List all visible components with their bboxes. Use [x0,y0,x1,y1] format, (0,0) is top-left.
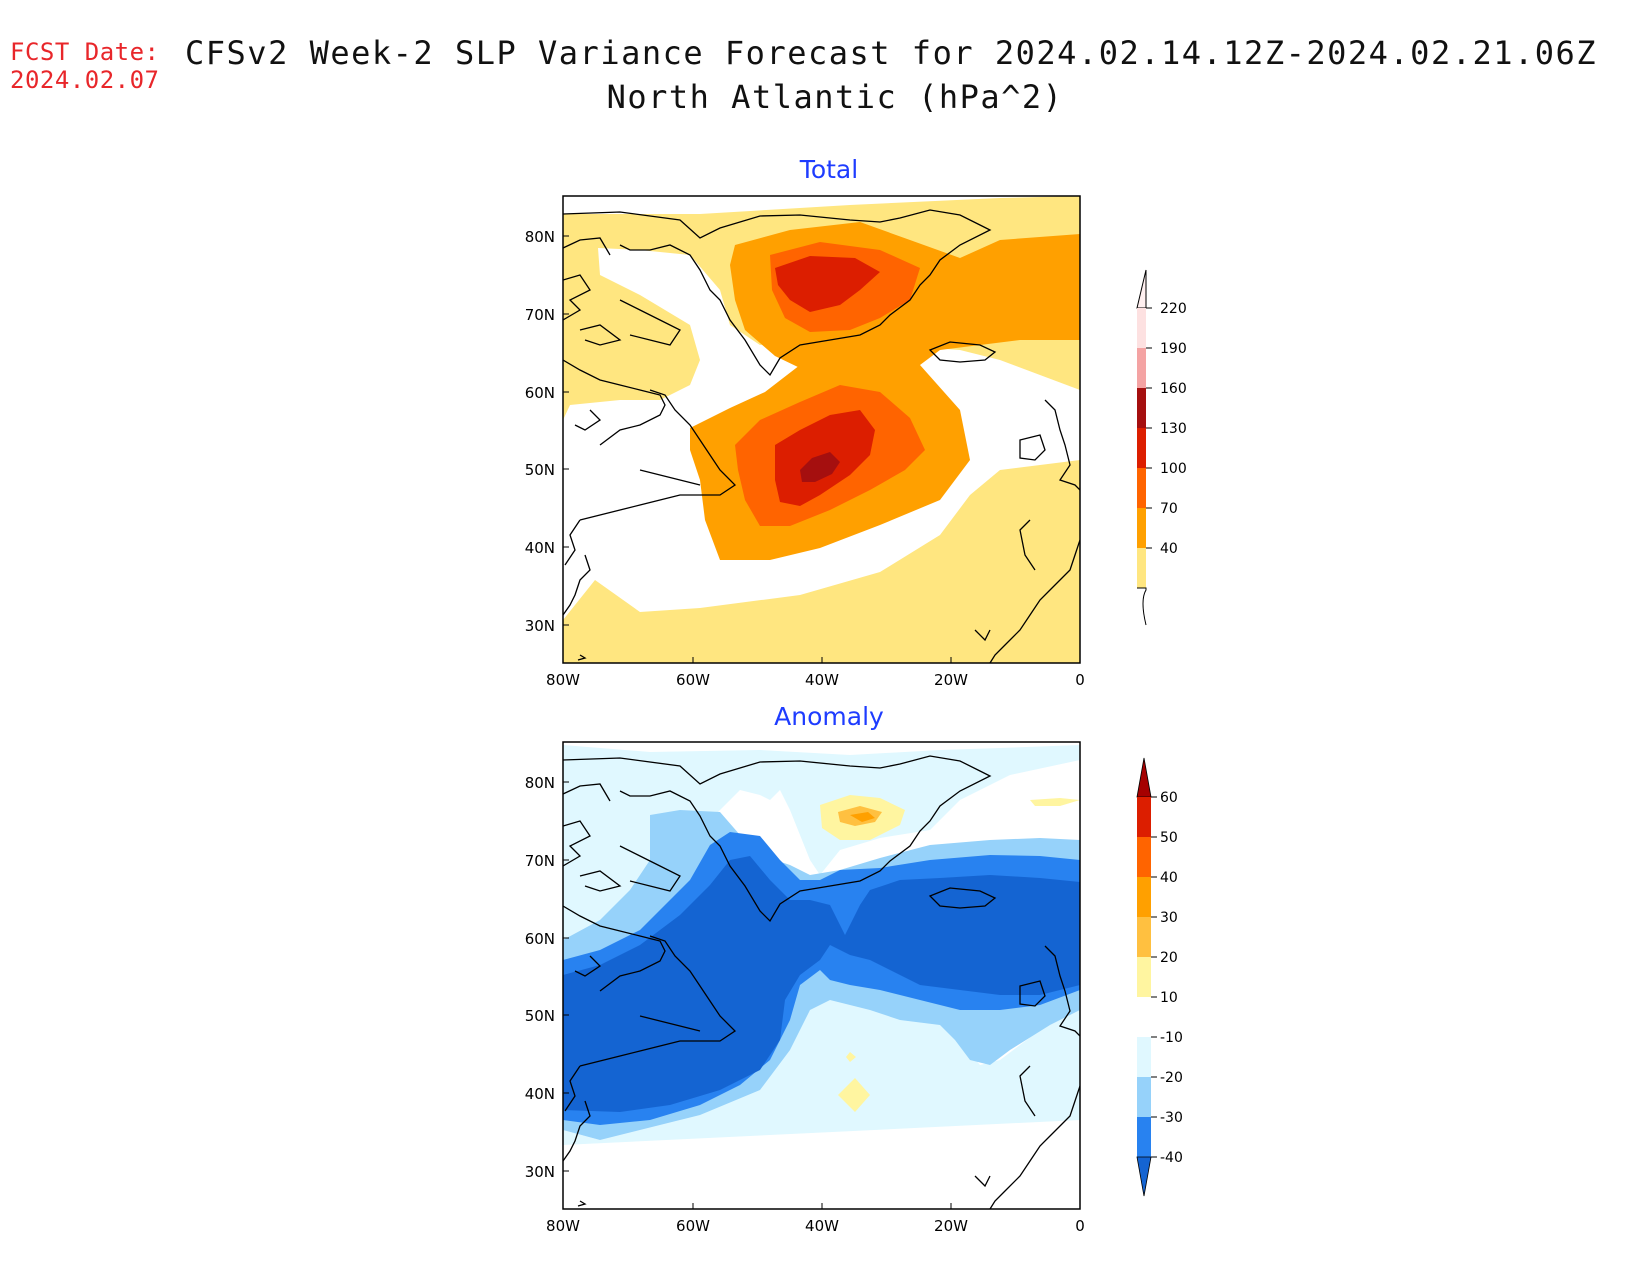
total-coastlines [563,209,1080,663]
total-contour-160 [800,452,840,482]
anomaly-coastlines [563,755,1080,1209]
total-lat-tick: 60N [525,384,555,402]
total-variance-field [563,196,1080,663]
anomaly-lon-tick: 0 [1075,1217,1085,1235]
total-colorbar-label: 220 [1160,301,1187,317]
anomaly-lon-tick: 80W [546,1217,580,1235]
anomaly-lon-tick: 60W [676,1217,710,1235]
total-lon-tick: 80W [546,671,580,689]
total-colorbar-label: 130 [1160,421,1187,437]
anomaly-colorbar-swatch [1137,997,1151,1037]
total-colorbar-swatch [1137,508,1146,548]
anomaly-lat-tick: 70N [525,852,555,870]
total-lon-tick: 60W [676,671,710,689]
total-lat-tick: 70N [525,306,555,324]
anomaly-contour-plus10 [846,1052,856,1062]
anomaly-colorbar-label: 10 [1160,990,1178,1006]
total-lat-tick: 80N [525,228,555,246]
title-line-2: North Atlantic (hPa^2) [606,78,1064,116]
anomaly-panel-title: Anomaly [774,702,884,731]
total-lat-tick: 40N [525,539,555,557]
total-lon-tick: 40W [805,671,839,689]
total-panel-title: Total [799,155,858,184]
total-colorbar-label: 100 [1160,461,1187,477]
total-colorbar-swatch [1137,428,1146,468]
anomaly-colorbar-label: 30 [1160,910,1178,926]
anomaly-colorbar-label: -30 [1160,1110,1183,1126]
anomaly-field [563,745,1080,1209]
anomaly-lat-tick: 40N [525,1085,555,1103]
anomaly-colorbar-swatch [1137,877,1151,917]
total-lat-tick: 50N [525,461,555,479]
total-colorbar-label: 70 [1160,501,1178,517]
anomaly-contour-plus10 [1030,798,1080,806]
total-colorbar-swatch [1137,348,1146,388]
anomaly-colorbar-label: -40 [1160,1150,1183,1166]
total-lat-tick: 30N [525,617,555,635]
anomaly-colorbar-bottom-arrow [1136,1156,1152,1197]
total-panel: Total [525,155,1187,689]
total-colorbar-top-arrow [1136,269,1147,309]
total-colorbar-label: 160 [1160,381,1187,397]
anomaly-colorbar-swatch [1137,1037,1151,1077]
forecast-date-label: FCST Date: [10,38,160,66]
anomaly-colorbar-swatch [1137,957,1151,997]
anomaly-colorbar-swatch [1137,1117,1151,1157]
anomaly-colorbar: 60 50 40 30 20 10 -10 -20 -30 -40 [1136,757,1183,1197]
total-colorbar-label: 190 [1160,341,1187,357]
anomaly-lon-tick: 40W [805,1217,839,1235]
anomaly-colorbar-swatch [1137,837,1151,877]
title-line-1: CFSv2 Week-2 SLP Variance Forecast for 2… [185,34,1598,72]
total-colorbar-swatch [1137,548,1146,588]
anomaly-lat-tick: 50N [525,1007,555,1025]
anomaly-contour-plus10 [838,1078,870,1112]
anomaly-colorbar-label: -20 [1160,1070,1183,1086]
anomaly-colorbar-label: 50 [1160,830,1178,846]
total-contour-130 [775,256,880,312]
anomaly-contour-minus10 [563,980,1080,1145]
anomaly-colorbar-label: 40 [1160,870,1178,886]
forecast-date-block: FCST Date: 2024.02.07 [10,38,160,94]
anomaly-panel: Anomaly [525,702,1183,1235]
anomaly-contour-plus30 [850,812,875,822]
anomaly-axis-ticks: 80N 70N 60N 50N 40N 30N 80W 60W 40W 20W … [525,774,1085,1235]
total-axis-ticks: 80N 70N 60N 50N 40N 30N 80W 60W 40W 20W … [525,228,1085,689]
anomaly-colorbar-swatch [1137,917,1151,957]
total-colorbar-swatch [1137,468,1146,508]
anomaly-lon-tick: 20W [934,1217,968,1235]
total-lon-tick: 0 [1075,671,1085,689]
total-colorbar-swatch [1137,388,1146,428]
anomaly-lat-tick: 30N [525,1163,555,1181]
anomaly-colorbar-label: -10 [1160,1030,1183,1046]
total-colorbar-label: 40 [1160,541,1178,557]
anomaly-colorbar-swatch [1137,1077,1151,1117]
total-colorbar: 220 190 160 130 100 70 40 [1136,269,1187,626]
total-colorbar-swatch [1137,308,1146,348]
anomaly-contour-minus40 [563,856,1080,1112]
anomaly-lat-tick: 60N [525,930,555,948]
total-lon-tick: 20W [934,671,968,689]
forecast-date-value: 2024.02.07 [10,66,160,94]
anomaly-colorbar-label: 20 [1160,950,1178,966]
anomaly-lat-tick: 80N [525,774,555,792]
anomaly-contour-minus10 [563,745,1080,945]
total-colorbar-bottom-arrow [1137,587,1147,626]
anomaly-colorbar-label: 60 [1160,790,1178,806]
anomaly-colorbar-swatch [1137,797,1151,837]
anomaly-colorbar-top-arrow [1136,757,1152,798]
